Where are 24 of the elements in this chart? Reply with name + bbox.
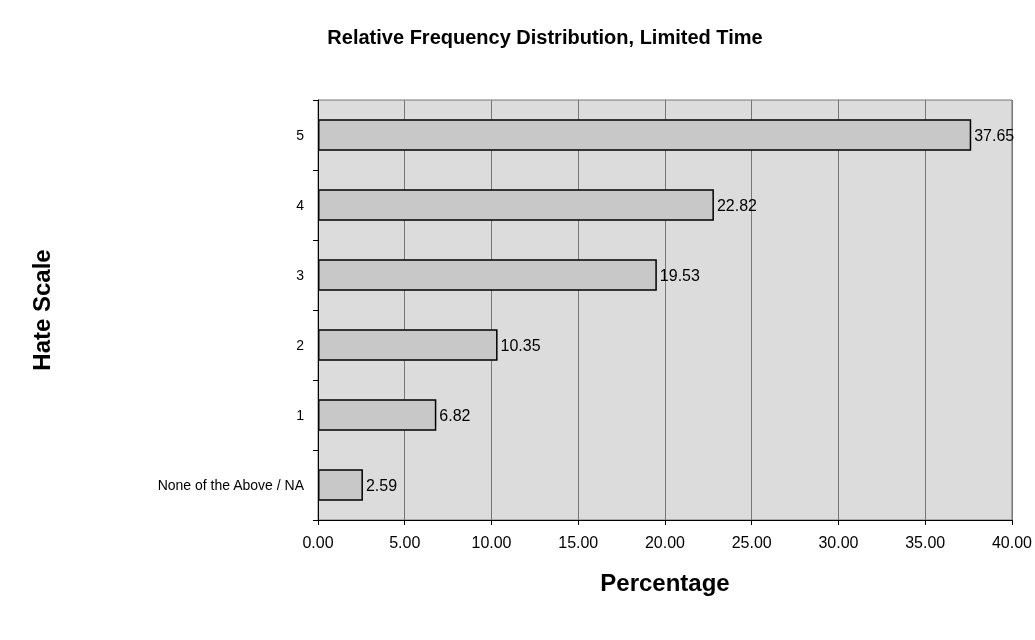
x-tick-label: 0.00 [302, 533, 334, 551]
x-tick-label: 25.00 [731, 533, 772, 551]
x-tick-label: 10.00 [471, 533, 512, 551]
x-tick-label: 40.00 [991, 533, 1033, 551]
x-tick-label: 15.00 [558, 533, 599, 551]
y-tick-label: 3 [296, 267, 305, 283]
data-label: 37.65 [974, 126, 1015, 144]
data-label: 19.53 [659, 266, 700, 284]
y-tick-label: 4 [296, 197, 305, 213]
data-label: 22.82 [716, 196, 758, 214]
x-tick-label: 20.00 [644, 533, 686, 551]
data-label: 10.35 [500, 336, 541, 354]
x-tick-label: 5.00 [389, 533, 421, 551]
y-tick-label: 2 [296, 337, 305, 353]
y-tick-label: None of the Above / NA [157, 477, 305, 493]
data-label: 2.59 [365, 476, 398, 494]
y-tick-label: 5 [296, 127, 305, 143]
x-tick-label: 30.00 [818, 533, 859, 551]
data-label: 6.82 [439, 406, 471, 424]
y-tick-label: 1 [296, 407, 305, 423]
x-tick-label: 35.00 [905, 533, 946, 551]
chart-title: Relative Frequency Distribution, Limited Time [327, 26, 763, 48]
x-axis-title: Percentage [600, 568, 730, 596]
y-axis-title: Hate Scale [27, 249, 55, 371]
